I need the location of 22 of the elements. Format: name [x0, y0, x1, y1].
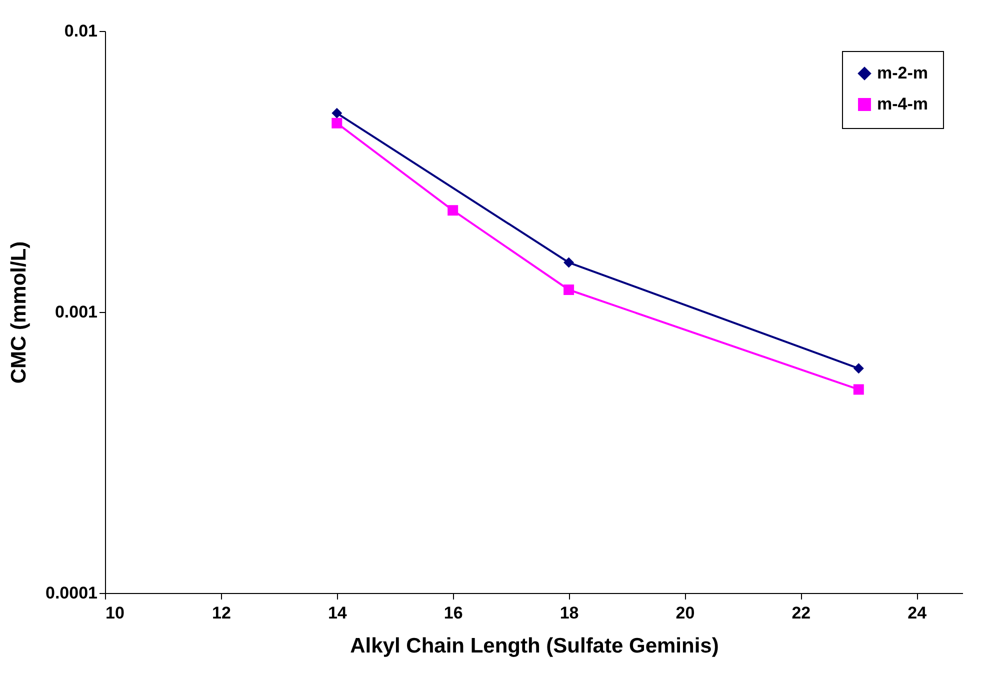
- legend-label: m-4-m: [877, 94, 928, 114]
- y-tick-label: 0.001: [54, 302, 98, 322]
- legend-label: m-2-m: [877, 64, 928, 82]
- x-tick-label: 16: [444, 604, 463, 622]
- point: [564, 284, 574, 295]
- x-tick-label: 14: [328, 604, 348, 622]
- x-tick-label: 22: [792, 604, 811, 622]
- x-tick-label: 12: [212, 604, 231, 622]
- x-axis-title: Alkyl Chain Length (Sulfate Geminis): [350, 634, 719, 658]
- point: [853, 363, 864, 374]
- point: [448, 205, 458, 216]
- point: [564, 257, 574, 268]
- x-tick-label: 18: [560, 604, 579, 622]
- point: [853, 384, 864, 395]
- x-tick-label: 10: [106, 604, 124, 622]
- y-axis-title: CMC (mmol/L): [8, 241, 31, 384]
- point: [332, 118, 342, 128]
- x-tick-label: 20: [676, 604, 695, 622]
- x-tick-label: 24: [908, 604, 928, 622]
- y-tick-label: 0.01: [64, 22, 98, 40]
- point: [332, 108, 342, 118]
- y-tick-label: 0.0001: [46, 584, 98, 602]
